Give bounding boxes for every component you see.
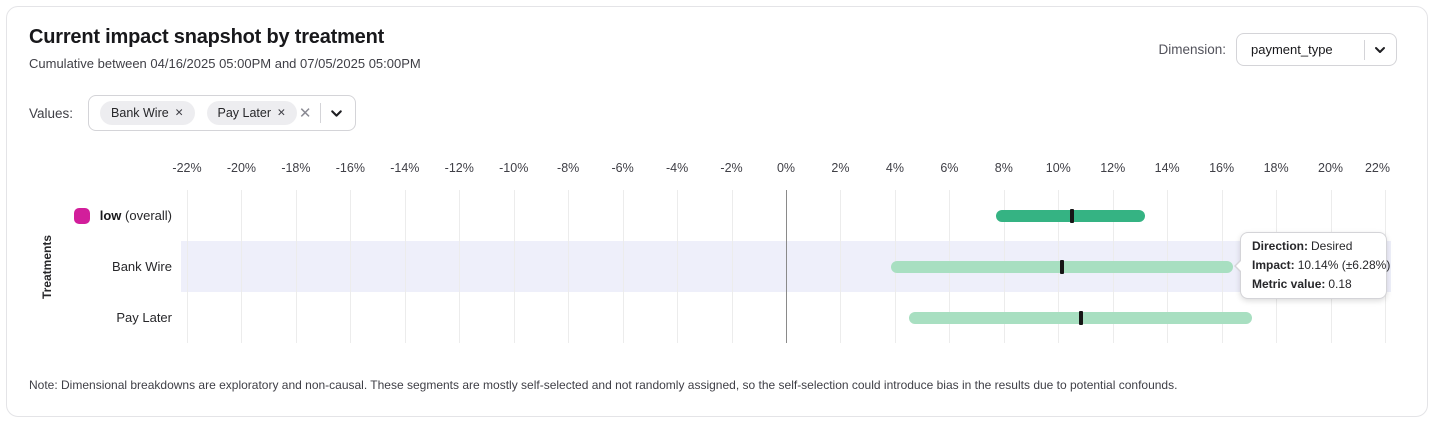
x-axis-tick-label: 8%: [994, 161, 1013, 175]
value-chip-bank-wire[interactable]: Bank Wire ✕: [100, 101, 195, 125]
chevron-down-icon[interactable]: [328, 105, 345, 122]
row-label-text: Bank Wire: [112, 259, 172, 274]
zero-gridline: [786, 190, 787, 343]
gridline: [404, 190, 406, 343]
x-axis-tick-label: 18%: [1263, 161, 1289, 175]
x-axis-tick-label: -8%: [557, 161, 580, 175]
clear-values-icon[interactable]: ✕: [298, 104, 312, 122]
chart-tooltip: Direction: Desired Impact: 10.14% (±6.28%)…: [1234, 232, 1391, 299]
x-axis-tick-label: -6%: [611, 161, 634, 175]
x-axis-tick-label: 4%: [885, 161, 904, 175]
gridline: [677, 190, 679, 343]
gridline: [459, 190, 461, 343]
row-label: Bank Wire: [7, 241, 172, 292]
x-axis-tick-label: -10%: [499, 161, 529, 175]
gridline: [295, 190, 297, 343]
gridline: [568, 190, 570, 343]
x-axis-tick-label: 20%: [1318, 161, 1344, 175]
tooltip-metric-value: Metric value: 0.18: [1252, 277, 1352, 291]
gridline: [840, 190, 842, 343]
x-axis-tick-label: -16%: [335, 161, 365, 175]
point-estimate-tick: [1060, 259, 1065, 274]
x-axis-tick-label: 10%: [1045, 161, 1071, 175]
x-axis-tick-label: -12%: [444, 161, 474, 175]
x-axis-tick-label: -14%: [390, 161, 420, 175]
select-divider: [1364, 39, 1365, 60]
point-estimate-tick: [1069, 208, 1074, 223]
impact-chart: Direction: Desired Impact: 10.14% (±6.28%)…: [7, 156, 1427, 364]
multiselect-controls: ✕: [297, 103, 346, 123]
remove-chip-icon[interactable]: ✕: [277, 106, 286, 119]
gridline: [513, 190, 515, 343]
chip-label: Bank Wire: [111, 106, 169, 120]
x-axis-tick-label: -2%: [720, 161, 743, 175]
x-axis-tick-label: -4%: [665, 161, 689, 175]
row-label: low (overall): [7, 190, 172, 241]
gridline: [350, 190, 352, 343]
x-axis-tick-label: 2%: [831, 161, 850, 175]
value-chip-pay-later[interactable]: Pay Later ✕: [206, 101, 297, 125]
x-axis-tick-label: -20%: [226, 161, 257, 175]
gridline: [187, 190, 188, 343]
values-multiselect[interactable]: Bank Wire ✕ Pay Later ✕ ✕: [88, 95, 357, 131]
x-axis-tick-label: 0%: [776, 161, 796, 175]
selected-value-chips: Bank Wire ✕ Pay Later ✕: [100, 101, 297, 125]
footnote: Note: Dimensional breakdowns are explora…: [29, 378, 1178, 392]
row-label-text: Pay Later: [116, 310, 172, 325]
values-label: Values:: [29, 105, 74, 121]
gridline: [241, 190, 243, 343]
remove-chip-icon[interactable]: ✕: [174, 106, 184, 119]
dimension-control: Dimension: payment_type: [1158, 33, 1397, 66]
point-estimate-tick: [1079, 310, 1084, 325]
dimension-select[interactable]: payment_type: [1236, 33, 1397, 66]
x-axis-tick-label: -18%: [281, 161, 311, 175]
dimension-selected-value: payment_type: [1251, 42, 1333, 57]
row-label: Pay Later: [7, 292, 172, 343]
header-left: Current impact snapshot by treatment Cum…: [29, 26, 421, 71]
legend-swatch: [73, 207, 90, 224]
x-axis-tick-label: 6%: [940, 161, 959, 175]
x-axis-tick-label: -22%: [172, 161, 202, 175]
tooltip-direction: Direction: Desired: [1252, 239, 1353, 253]
dimension-label: Dimension:: [1158, 42, 1226, 57]
values-filter-row: Values: Bank Wire ✕ Pay Later ✕ ✕: [7, 95, 1427, 131]
row-label-text: low (overall): [99, 208, 172, 223]
chevron-down-icon[interactable]: [1372, 42, 1388, 58]
page-title: Current impact snapshot by treatment: [29, 26, 385, 48]
x-axis-tick-label: 12%: [1100, 161, 1126, 175]
gridline: [622, 190, 624, 343]
select-divider: [320, 103, 322, 123]
date-range-subtitle: Cumulative between 04/16/2025 05:00PM an…: [29, 56, 421, 71]
x-axis-tick-label: 22%: [1364, 161, 1391, 175]
gridline: [731, 190, 733, 343]
x-axis-tick-label: 16%: [1209, 161, 1235, 175]
chip-label: Pay Later: [217, 106, 272, 120]
x-axis-tick-label: 14%: [1154, 161, 1180, 175]
tooltip-impact: Impact: 10.14% (±6.28%): [1252, 258, 1391, 272]
header: Current impact snapshot by treatment Cum…: [7, 7, 1427, 71]
impact-snapshot-card: Current impact snapshot by treatment Cum…: [6, 6, 1428, 417]
